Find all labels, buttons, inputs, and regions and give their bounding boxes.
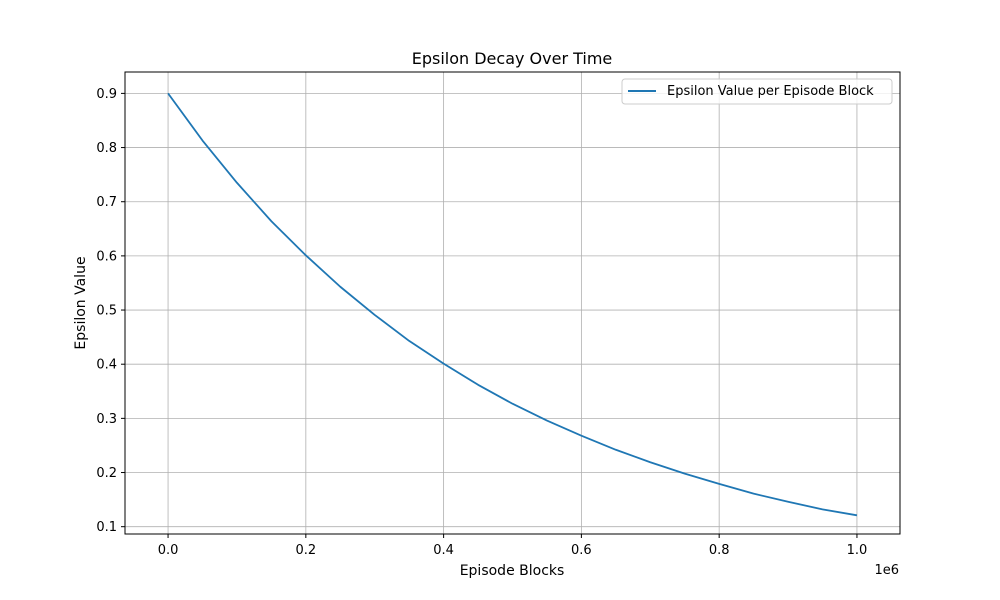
legend-label-epsilon: Epsilon Value per Episode Block — [667, 84, 874, 99]
x-tick-label: 0.8 — [709, 543, 730, 558]
plot-frame — [124, 71, 901, 535]
y-tick-label: 0.8 — [96, 141, 117, 156]
y-tick-label: 0.2 — [96, 466, 117, 481]
legend: Epsilon Value per Episode Block — [621, 78, 893, 105]
chart-title: Epsilon Decay Over Time — [412, 49, 613, 68]
y-tick-label: 0.4 — [96, 358, 117, 373]
x-axis-label: Episode Blocks — [460, 563, 565, 579]
x-tick-label: 0.0 — [158, 543, 179, 558]
y-tick-label: 0.7 — [96, 195, 117, 210]
x-tick-label: 0.2 — [295, 543, 316, 558]
legend-box — [621, 78, 893, 105]
y-tick-label: 0.9 — [96, 87, 117, 102]
y-axis-label: Epsilon Value — [73, 256, 89, 349]
y-tick-label: 0.6 — [96, 249, 117, 264]
series-lines — [167, 92, 858, 517]
grid-lines — [125, 72, 900, 534]
series-line-epsilon — [167, 92, 858, 517]
x-tick-label: 0.6 — [571, 543, 592, 558]
y-tick-label: 0.3 — [96, 412, 117, 427]
x-axis-offset-label: 1e6 — [874, 563, 899, 578]
x-tick-label: 1.0 — [847, 543, 868, 558]
axis-ticks: 0.0 0.2 0.4 0.6 0.8 1.0 0.1 0.2 0.3 0.4 0.5 0.6 0.7 0… — [96, 87, 867, 558]
y-tick-label: 0.5 — [96, 304, 117, 319]
y-tick-label: 0.1 — [96, 520, 117, 535]
x-tick-label: 0.4 — [433, 543, 454, 558]
